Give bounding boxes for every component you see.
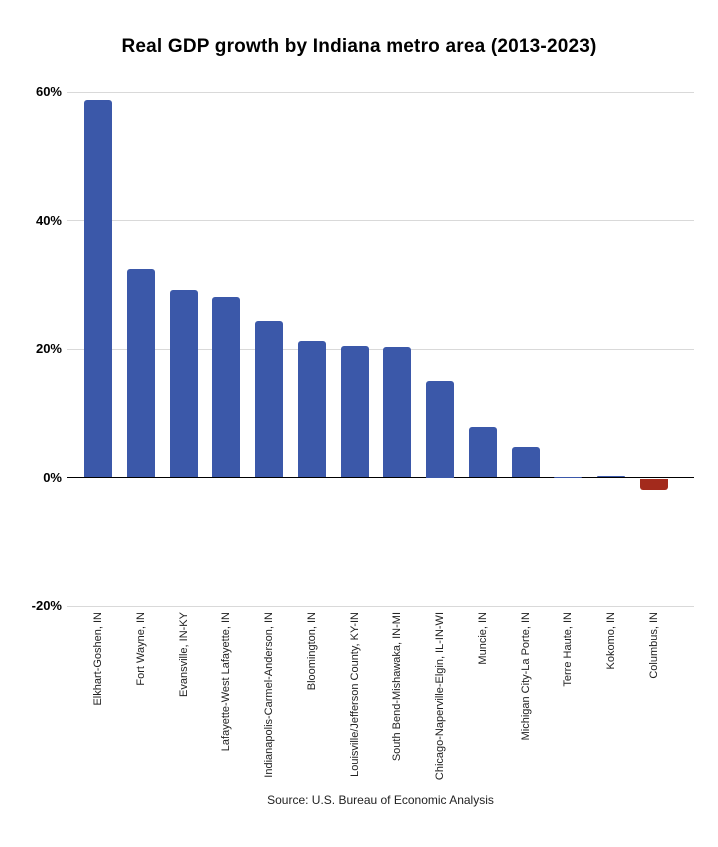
x-category-label-indianapolis-carmel-anderson-in: Indianapolis-Carmel-Anderson, IN xyxy=(248,612,290,790)
bar-evansville-in-ky xyxy=(170,289,198,478)
x-category-label-text: Muncie, IN xyxy=(477,612,489,665)
y-tick-label-0: 0% xyxy=(43,470,62,485)
x-category-label-text: South Bend-Mishawaka, IN-MI xyxy=(391,612,403,762)
gridline-20 xyxy=(67,349,694,350)
x-category-label-text: Terre Haute, IN xyxy=(562,612,574,687)
bar-fort-wayne-in xyxy=(127,269,155,478)
x-category-label-text: Fort Wayne, IN xyxy=(135,612,147,686)
x-category-label-louisville-jefferson-county-ky-in: Louisville/Jefferson County, KY-IN xyxy=(334,612,376,790)
x-category-label-text: Indianapolis-Carmel-Anderson, IN xyxy=(263,612,275,778)
x-category-label-text: Kokomo, IN xyxy=(605,612,617,670)
bar-columbus-in xyxy=(640,478,668,491)
x-category-label-text: Elkhart-Goshen, IN xyxy=(92,612,104,706)
y-tick-label-60: 60% xyxy=(35,84,62,99)
x-category-label-chicago-naperville-elgin-il-in-wi: Chicago-Naperville-Elgin, IL-IN-WI xyxy=(419,612,461,790)
x-category-label-text: Michigan City-La Porte, IN xyxy=(520,612,532,741)
x-category-label-text: Evansville, IN-KY xyxy=(178,612,190,697)
x-category-label-evansville-in-ky: Evansville, IN-KY xyxy=(163,612,205,790)
x-category-label-columbus-in: Columbus, IN xyxy=(633,612,675,790)
x-category-label-text: Lafayette-West Lafayette, IN xyxy=(220,612,232,752)
bar-kokomo-in xyxy=(597,475,625,478)
gridline-60 xyxy=(67,92,694,93)
source-note: Source: U.S. Bureau of Economic Analysis xyxy=(267,793,494,807)
bar-lafayette-west-lafayette-in xyxy=(212,296,240,478)
bar-indianapolis-carmel-anderson-in xyxy=(255,320,283,478)
x-category-label-text: Louisville/Jefferson County, KY-IN xyxy=(349,612,361,777)
chart-title: Real GDP growth by Indiana metro area (2… xyxy=(121,36,597,57)
bar-muncie-in xyxy=(469,427,497,478)
x-axis-line xyxy=(67,477,694,478)
bar-south-bend-mishawaka-in-mi xyxy=(383,347,411,478)
bar-bloomington-in xyxy=(298,340,326,478)
bar-michigan-city-la-porte-in xyxy=(512,446,540,478)
x-category-label-muncie-in: Muncie, IN xyxy=(462,612,504,790)
x-category-label-text: Columbus, IN xyxy=(648,612,660,679)
x-category-label-kokomo-in: Kokomo, IN xyxy=(590,612,632,790)
x-category-label-lafayette-west-lafayette-in: Lafayette-West Lafayette, IN xyxy=(205,612,247,790)
x-category-label-text: Bloomington, IN xyxy=(306,612,318,691)
bar-louisville-jefferson-county-ky-in xyxy=(341,345,369,478)
x-category-label-text: Chicago-Naperville-Elgin, IL-IN-WI xyxy=(434,612,446,781)
y-tick-label-40: 40% xyxy=(35,213,62,228)
y-tick-label-20: 20% xyxy=(35,341,62,356)
x-category-label-elkhart-goshen-in: Elkhart-Goshen, IN xyxy=(77,612,119,790)
x-category-label-bloomington-in: Bloomington, IN xyxy=(291,612,333,790)
x-category-label-fort-wayne-in: Fort Wayne, IN xyxy=(120,612,162,790)
bar-chicago-naperville-elgin-il-in-wi xyxy=(426,381,454,478)
bar-terre-haute-in xyxy=(554,476,582,478)
x-category-label-michigan-city-la-porte-in: Michigan City-La Porte, IN xyxy=(505,612,547,790)
x-category-label-south-bend-mishawaka-in-mi: South Bend-Mishawaka, IN-MI xyxy=(376,612,418,790)
gridline-40 xyxy=(67,220,694,221)
x-category-label-terre-haute-in: Terre Haute, IN xyxy=(547,612,589,790)
gridline--20 xyxy=(67,606,694,607)
y-tick-label--20: -20% xyxy=(31,598,62,613)
bar-elkhart-goshen-in xyxy=(84,99,112,478)
